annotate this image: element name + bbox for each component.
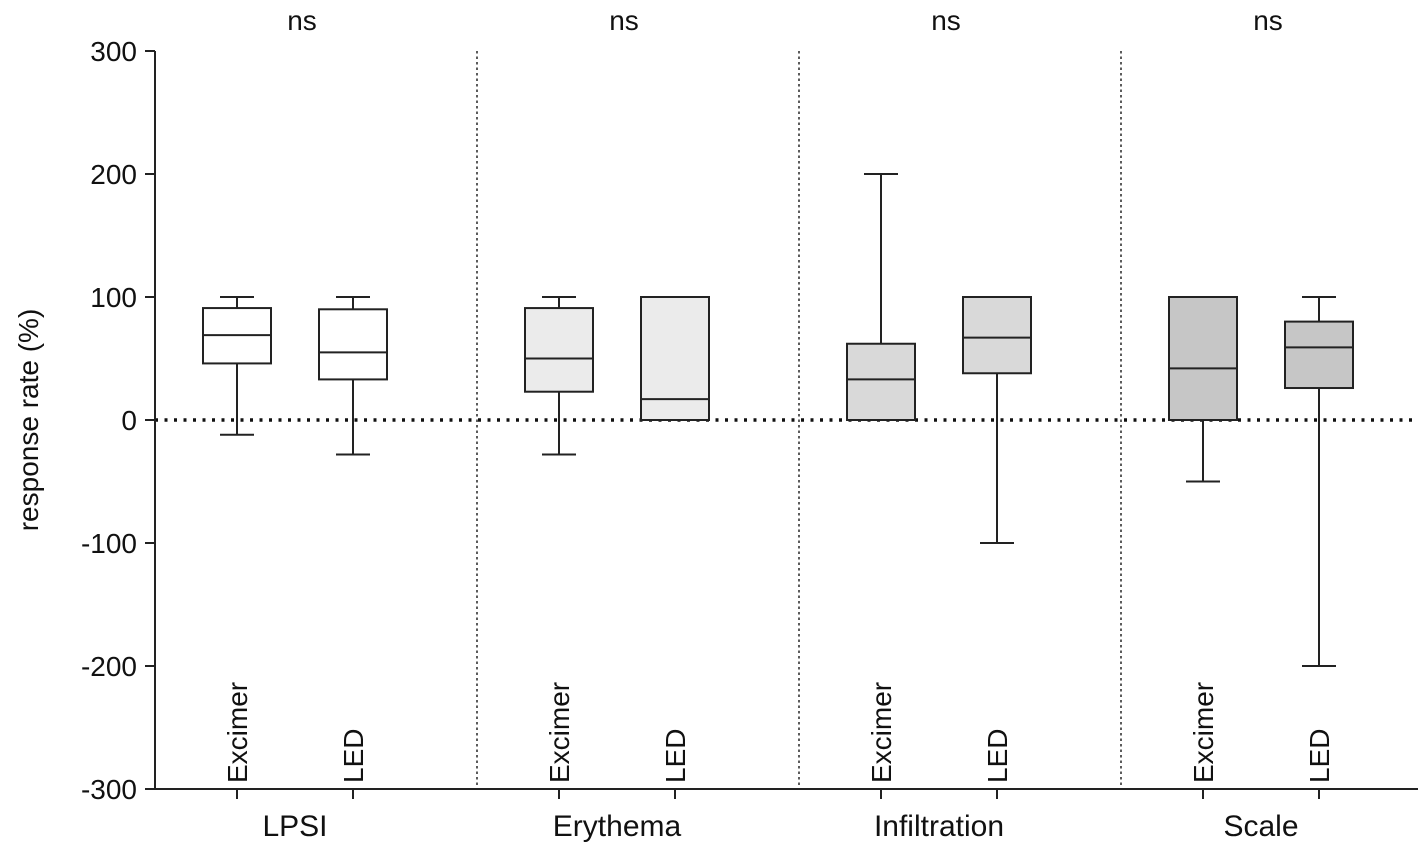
series-label: Excimer	[866, 682, 897, 783]
box	[318, 308, 388, 381]
significance-label: ns	[1253, 5, 1283, 36]
x-tick-label: Infiltration	[874, 810, 1004, 843]
y-tick-label: -200	[81, 651, 137, 682]
significance-label: ns	[287, 5, 317, 36]
box	[1284, 320, 1354, 390]
box	[962, 296, 1032, 375]
y-tick-label: -300	[81, 774, 137, 805]
series-label: LED	[338, 729, 369, 783]
y-tick-label: -100	[81, 528, 137, 559]
series-label: LED	[1304, 729, 1335, 783]
x-tick-label: Erythema	[553, 810, 682, 843]
y-tick-label: 0	[121, 405, 137, 436]
series-label: LED	[660, 729, 691, 783]
box-series	[202, 173, 1354, 667]
x-tick-label: LPSI	[262, 810, 327, 843]
box	[640, 296, 710, 421]
group-separators	[476, 51, 1122, 789]
y-axis-title: response rate (%)	[13, 309, 44, 532]
box	[524, 307, 594, 393]
series-label: Excimer	[1188, 682, 1219, 783]
axes: 300 200 100 0 -100 -200 -300	[81, 36, 1418, 805]
series-label: Excimer	[222, 682, 253, 783]
series-label: LED	[982, 729, 1013, 783]
labels: ns LPSI Excimer LED ns Erythema Excimer LED ns In…	[222, 5, 1335, 843]
significance-label: ns	[609, 5, 639, 36]
significance-label: ns	[931, 5, 961, 36]
y-tick-label: 100	[90, 282, 137, 313]
x-tick-label: Scale	[1223, 810, 1298, 843]
y-tick-label: 200	[90, 159, 137, 190]
series-label: Excimer	[544, 682, 575, 783]
box	[1168, 296, 1238, 421]
y-tick-label: 300	[90, 36, 137, 67]
box	[846, 342, 916, 421]
